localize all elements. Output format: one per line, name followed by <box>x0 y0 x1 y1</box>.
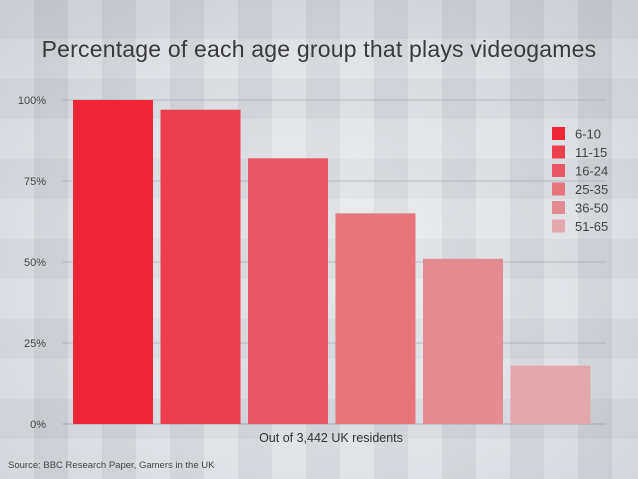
legend-swatch <box>552 164 565 177</box>
legend: 6-10 11-15 16-24 25-35 36-50 51-65 <box>552 127 608 234</box>
legend-swatch <box>552 127 565 140</box>
legend-label: 36-50 <box>575 201 608 216</box>
source-note: Source: BBC Research Paper, Gamers in th… <box>8 460 215 471</box>
legend-label: 11-15 <box>575 145 607 160</box>
bar-16-24 <box>248 158 328 424</box>
legend-label: 25-35 <box>575 182 608 197</box>
x-axis-label: Out of 3,442 UK residents <box>259 431 403 445</box>
y-tick-label: 100% <box>18 95 46 107</box>
bar-25-35 <box>335 213 416 424</box>
legend-swatch <box>552 145 565 159</box>
bar-36-50 <box>423 258 503 424</box>
legend-swatch <box>552 182 565 196</box>
y-tick-label: 75% <box>24 176 46 188</box>
bars <box>73 100 591 424</box>
y-tick-label: 25% <box>24 338 46 350</box>
legend-swatch <box>552 219 565 233</box>
bar-6-10 <box>73 100 153 424</box>
legend-swatch <box>552 201 565 214</box>
bar-11-15 <box>160 109 241 424</box>
y-axis-ticks: 0% 25% 50% 75% 100% <box>18 95 46 431</box>
legend-label: 16-24 <box>575 164 608 179</box>
bar-51-65 <box>510 365 591 424</box>
legend-label: 51-65 <box>575 219 608 234</box>
chart-title: Percentage of each age group that plays … <box>41 36 597 62</box>
legend-label: 6-10 <box>575 127 601 142</box>
y-tick-label: 50% <box>24 257 46 269</box>
y-tick-label: 0% <box>30 419 46 431</box>
